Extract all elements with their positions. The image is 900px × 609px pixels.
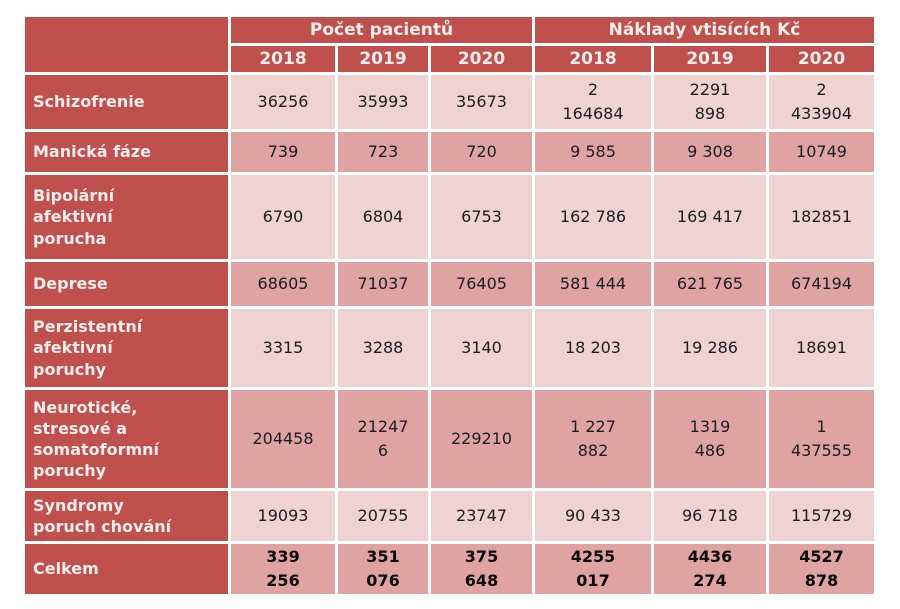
row-header: Celkem bbox=[25, 544, 228, 594]
year-header: 2020 bbox=[769, 46, 874, 72]
data-cell: 2291 898 bbox=[654, 75, 766, 129]
table-row-syndromy: Syndromy poruch chování 19093 20755 2374… bbox=[25, 491, 874, 541]
data-cell: 115729 bbox=[769, 491, 874, 541]
data-cell: 3140 bbox=[431, 309, 532, 387]
data-cell: 3288 bbox=[338, 309, 428, 387]
row-header: Manická fáze bbox=[25, 132, 228, 172]
data-cell: 68605 bbox=[231, 262, 335, 306]
data-cell: 6790 bbox=[231, 175, 335, 259]
year-header: 2020 bbox=[431, 46, 532, 72]
table-row-neuroticke: Neurotické, stresové a somatoformní poru… bbox=[25, 390, 874, 488]
data-cell: 35673 bbox=[431, 75, 532, 129]
data-cell: 169 417 bbox=[654, 175, 766, 259]
table-row-deprese: Deprese 68605 71037 76405 581 444 621 76… bbox=[25, 262, 874, 306]
data-cell: 739 bbox=[231, 132, 335, 172]
data-cell: 229210 bbox=[431, 390, 532, 488]
data-cell: 18691 bbox=[769, 309, 874, 387]
year-header: 2019 bbox=[654, 46, 766, 72]
data-cell: 2 433904 bbox=[769, 75, 874, 129]
data-cell: 19 286 bbox=[654, 309, 766, 387]
row-header: Perzistentní afektivní poruchy bbox=[25, 309, 228, 387]
data-cell: 21247 6 bbox=[338, 390, 428, 488]
column-group-header-row: Počet pacientů Náklady vtisících Kč bbox=[25, 17, 874, 72]
data-cell: 4436 274 bbox=[654, 544, 766, 594]
table-row-manicka-faze: Manická fáze 739 723 720 9 585 9 308 107… bbox=[25, 132, 874, 172]
data-cell: 20755 bbox=[338, 491, 428, 541]
group-header-costs: Náklady vtisících Kč bbox=[535, 17, 874, 43]
data-cell: 35993 bbox=[338, 75, 428, 129]
group-header-patient-count: Počet pacientů bbox=[231, 17, 532, 43]
data-cell: 621 765 bbox=[654, 262, 766, 306]
data-cell: 581 444 bbox=[535, 262, 651, 306]
data-cell: 339 256 bbox=[231, 544, 335, 594]
corner-cell bbox=[25, 17, 228, 72]
data-cell: 1 437555 bbox=[769, 390, 874, 488]
row-header: Syndromy poruch chování bbox=[25, 491, 228, 541]
year-header-row: 2018 2019 2020 2018 2019 2020 bbox=[25, 46, 874, 72]
data-cell: 204458 bbox=[231, 390, 335, 488]
data-cell: 76405 bbox=[431, 262, 532, 306]
data-cell: 71037 bbox=[338, 262, 428, 306]
data-cell: 3315 bbox=[231, 309, 335, 387]
data-cell: 720 bbox=[431, 132, 532, 172]
row-header: Bipolární afektivní porucha bbox=[25, 175, 228, 259]
data-cell: 18 203 bbox=[535, 309, 651, 387]
data-cell: 351 076 bbox=[338, 544, 428, 594]
table-row-celkem-total: Celkem 339 256 351 076 375 648 4255 017 … bbox=[25, 544, 874, 594]
table-row-schizofrenie: Schizofrenie 36256 35993 35673 2 164684 … bbox=[25, 75, 874, 129]
data-cell: 19093 bbox=[231, 491, 335, 541]
row-header: Neurotické, stresové a somatoformní poru… bbox=[25, 390, 228, 488]
data-cell: 182851 bbox=[769, 175, 874, 259]
year-header: 2018 bbox=[535, 46, 651, 72]
data-cell: 6753 bbox=[431, 175, 532, 259]
data-cell: 9 585 bbox=[535, 132, 651, 172]
psychiatric-diagnoses-table: Počet pacientů Náklady vtisících Kč 2018… bbox=[22, 14, 877, 597]
data-cell: 674194 bbox=[769, 262, 874, 306]
data-cell: 10749 bbox=[769, 132, 874, 172]
data-cell: 162 786 bbox=[535, 175, 651, 259]
data-cell: 36256 bbox=[231, 75, 335, 129]
table-row-perzistentni: Perzistentní afektivní poruchy 3315 3288… bbox=[25, 309, 874, 387]
data-cell: 90 433 bbox=[535, 491, 651, 541]
data-cell: 1319 486 bbox=[654, 390, 766, 488]
data-cell: 4527 878 bbox=[769, 544, 874, 594]
row-header: Schizofrenie bbox=[25, 75, 228, 129]
row-header: Deprese bbox=[25, 262, 228, 306]
year-header: 2018 bbox=[231, 46, 335, 72]
data-cell: 723 bbox=[338, 132, 428, 172]
data-cell: 4255 017 bbox=[535, 544, 651, 594]
table-row-bipolarni: Bipolární afektivní porucha 6790 6804 67… bbox=[25, 175, 874, 259]
data-cell: 9 308 bbox=[654, 132, 766, 172]
data-cell: 375 648 bbox=[431, 544, 532, 594]
data-cell: 1 227 882 bbox=[535, 390, 651, 488]
data-cell: 96 718 bbox=[654, 491, 766, 541]
data-cell: 23747 bbox=[431, 491, 532, 541]
year-header: 2019 bbox=[338, 46, 428, 72]
data-cell: 2 164684 bbox=[535, 75, 651, 129]
data-cell: 6804 bbox=[338, 175, 428, 259]
